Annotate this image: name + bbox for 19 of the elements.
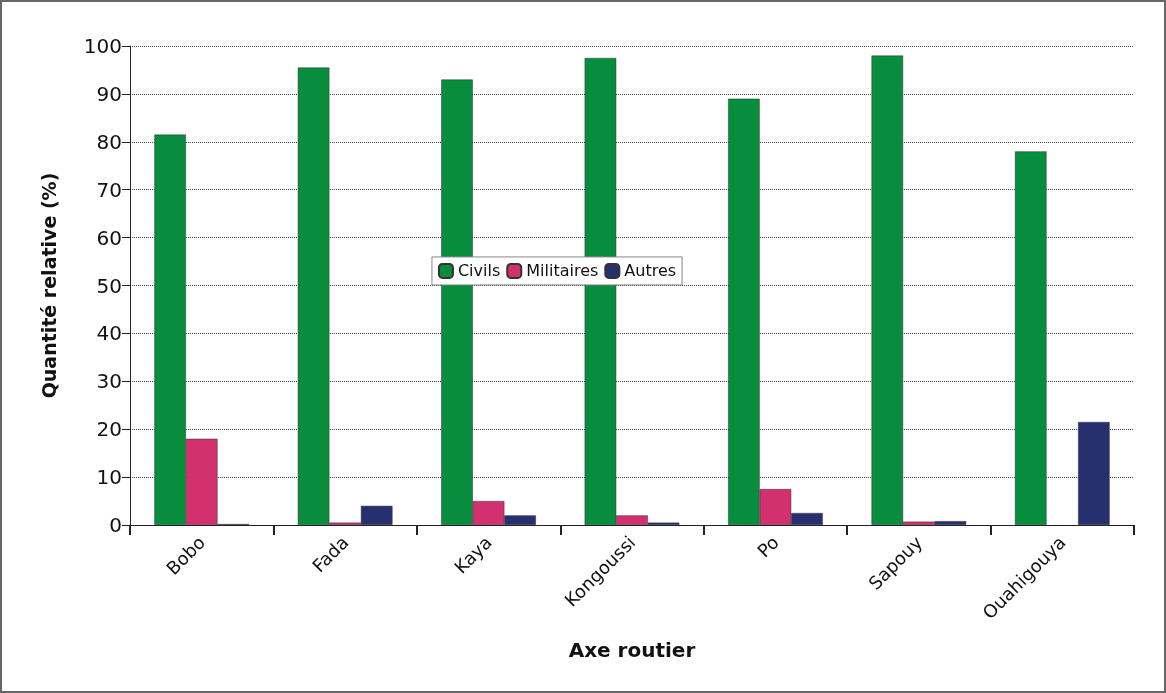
x-axis-title: Axe routier [568, 638, 696, 662]
y-tick-label: 90 [96, 81, 122, 106]
y-tick-label: 20 [96, 417, 122, 442]
y-tick-label: 50 [96, 273, 122, 298]
y-tick-label: 100 [83, 34, 122, 58]
legend-label: Militaires [526, 261, 599, 281]
y-tick-label: 40 [96, 321, 122, 346]
y-tick-label: 30 [96, 369, 122, 394]
y-tick-label: 60 [96, 225, 122, 250]
y-tick-label: 70 [96, 177, 122, 202]
y-tick-label: 0 [109, 513, 122, 537]
legend-label: Autres [624, 261, 677, 281]
x-tick-label: Po [753, 531, 783, 562]
y-axis-title: Quantité relative (%) [37, 172, 60, 399]
bar [1014, 151, 1047, 525]
bar [1078, 422, 1110, 525]
legend-label: Civils [457, 261, 501, 281]
y-tick-label: 80 [96, 129, 122, 154]
y-tick-label: 10 [96, 465, 122, 490]
